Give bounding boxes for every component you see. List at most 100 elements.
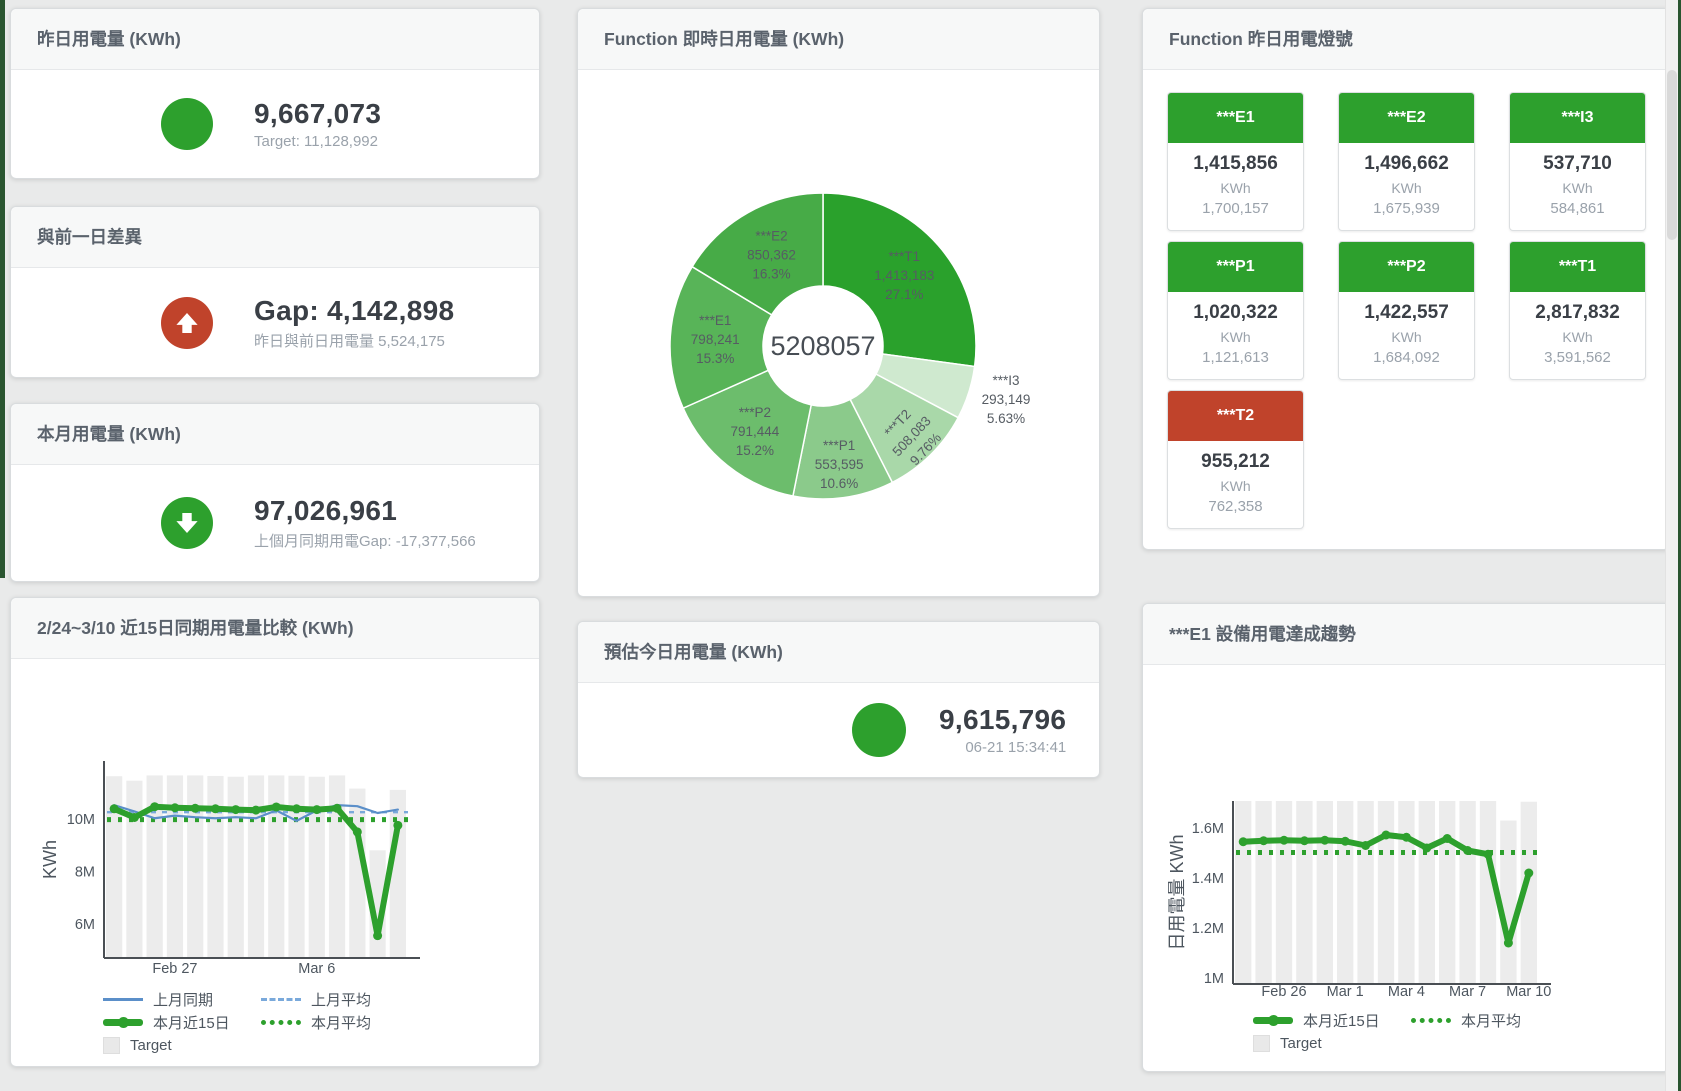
month-down-arrow-icon <box>161 497 213 549</box>
target-box-swatch-icon <box>1253 1035 1270 1052</box>
panel-realtime-donut: Function 即時日用電量 (KWh) ***T1 1,413,183 27.1… <box>577 8 1100 597</box>
light-card-e1: ***E1 1,415,856 KWh 1,700,157 <box>1167 92 1304 231</box>
right-edge-strip <box>1678 0 1681 1091</box>
svg-text:***P1: ***P1 <box>823 438 855 453</box>
stat-value: Gap: 4,142,898 <box>254 294 455 326</box>
svg-text:***E1: ***E1 <box>699 313 731 328</box>
panel-15day-compare: 2/24~3/10 近15日同期用電量比較 (KWh) 6M 8M 10M Feb 2… <box>10 597 540 1067</box>
stat-subtitle: 昨日與前日用電量 5,524,175 <box>254 332 445 350</box>
svg-text:5.63%: 5.63% <box>987 411 1025 426</box>
svg-text:1.4M: 1.4M <box>1192 871 1224 887</box>
light-card-header: ***T1 <box>1510 242 1645 292</box>
stat-subtitle: Target: 11,128,992 <box>254 133 378 150</box>
light-card-p2: ***P2 1,422,557 KWh 1,684,092 <box>1338 241 1475 380</box>
svg-text:1,413,183: 1,413,183 <box>874 268 934 283</box>
stat-value: 9,667,073 <box>254 98 382 129</box>
light-card-header: ***P1 <box>1168 242 1303 292</box>
compare-legend: 上月同期 上月平均 本月近15日 本月平均 <box>11 988 539 1057</box>
svg-text:***E2: ***E2 <box>755 229 787 244</box>
svg-text:791,444: 791,444 <box>730 424 779 439</box>
panel-title: 預估今日用電量 (KWh) <box>578 622 1099 683</box>
light-card-p1: ***P1 1,020,322 KWh 1,121,613 <box>1167 241 1304 380</box>
light-card-header: ***E2 <box>1339 93 1474 143</box>
legend-item-target[interactable]: Target <box>1253 1035 1411 1052</box>
scrollbar-track[interactable] <box>1665 0 1678 1091</box>
light-card-i3: ***I3 537,710 KWh 584,861 <box>1509 92 1646 231</box>
green-line-swatch-icon <box>103 1017 143 1028</box>
svg-text:15.2%: 15.2% <box>736 443 774 458</box>
svg-text:1.6M: 1.6M <box>1192 821 1224 837</box>
light-card-header: ***E1 <box>1168 93 1303 143</box>
svg-text:Feb 27: Feb 27 <box>152 961 197 977</box>
status-circle-icon <box>161 98 213 150</box>
svg-text:***P2: ***P2 <box>739 405 771 420</box>
left-edge-strip <box>0 0 5 578</box>
legend-item-last-month-series[interactable]: 上月同期 <box>103 989 261 1010</box>
svg-text:798,241: 798,241 <box>691 332 740 347</box>
panel-prev-day-gap: 與前一日差異 Gap: 4,142,898 昨日與前日用電量 5,524,175 <box>10 206 540 378</box>
legend-item-this-month-avg[interactable]: 本月平均 <box>261 1012 419 1033</box>
panel-title: ***E1 設備用電達成趨勢 <box>1143 604 1669 665</box>
light-card-header: ***P2 <box>1339 242 1474 292</box>
svg-text:Feb 26: Feb 26 <box>1261 984 1306 1000</box>
svg-text:293,149: 293,149 <box>982 392 1031 407</box>
panel-yesterday-lights: Function 昨日用電燈號 ***E1 1,415,856 KWh 1,70… <box>1142 8 1670 550</box>
svg-text:1M: 1M <box>1204 971 1224 987</box>
realtime-usage-donut-chart[interactable]: ***T11,413,18327.1%***I3293,1495.63%***T… <box>578 69 1097 594</box>
legend-item-this-month-series[interactable]: 本月近15日 <box>103 1012 261 1033</box>
svg-text:Mar 7: Mar 7 <box>1449 984 1486 1000</box>
svg-text:8M: 8M <box>75 864 95 880</box>
svg-text:6M: 6M <box>75 917 95 933</box>
panel-month-usage: 本月用電量 (KWh) 97,026,961 上個月同期用電Gap: -17,3… <box>10 403 540 582</box>
svg-text:15.3%: 15.3% <box>696 351 734 366</box>
svg-text:553,595: 553,595 <box>815 457 864 472</box>
svg-text:850,362: 850,362 <box>747 248 796 263</box>
compare-line-chart[interactable]: 6M 8M 10M Feb 27 Mar 6 KWh <box>11 658 537 988</box>
blue-dashed-swatch-icon <box>261 998 301 1001</box>
stat-value: 9,615,796 <box>939 704 1067 735</box>
svg-text:5208057: 5208057 <box>770 331 875 361</box>
light-card-header: ***T2 <box>1168 391 1303 441</box>
lights-grid: ***E1 1,415,856 KWh 1,700,157 ***E2 1,49… <box>1143 70 1669 529</box>
light-card-t2: ***T2 955,212 KWh 762,358 <box>1167 390 1304 529</box>
panel-e1-trend: ***E1 設備用電達成趨勢 1M 1.2M 1.4M 1.6M Feb 26 Mar 1… <box>1142 603 1670 1072</box>
legend-item-target[interactable]: Target <box>103 1037 261 1054</box>
svg-text:10M: 10M <box>67 812 95 828</box>
svg-text:Mar 1: Mar 1 <box>1327 984 1364 1000</box>
svg-text:27.1%: 27.1% <box>885 287 923 302</box>
e1-trend-line-chart[interactable]: 1M 1.2M 1.4M 1.6M Feb 26 Mar 1 Mar 4 Mar 7 Mar 1… <box>1143 664 1667 1009</box>
green-dotted-swatch-icon <box>1411 1018 1451 1023</box>
panel-title: 昨日用電量 (KWh) <box>11 9 539 70</box>
svg-text:Mar 6: Mar 6 <box>298 961 335 977</box>
svg-text:Mar 4: Mar 4 <box>1388 984 1425 1000</box>
svg-text:Mar 10: Mar 10 <box>1506 984 1551 1000</box>
light-card-e2: ***E2 1,496,662 KWh 1,675,939 <box>1338 92 1475 231</box>
legend-item-last-month-avg[interactable]: 上月平均 <box>261 989 419 1010</box>
svg-text:1.2M: 1.2M <box>1192 921 1224 937</box>
blue-line-swatch-icon <box>103 998 143 1001</box>
stat-subtitle: 上個月同期用電Gap: -17,377,566 <box>254 533 476 550</box>
trend-legend: 本月近15日 本月平均 Target <box>1143 1009 1669 1055</box>
panel-title: 本月用電量 (KWh) <box>11 404 539 465</box>
green-dotted-swatch-icon <box>261 1020 301 1025</box>
target-box-swatch-icon <box>103 1037 120 1054</box>
panel-yesterday-usage: 昨日用電量 (KWh) 9,667,073 Target: 11,128,992 <box>10 8 540 179</box>
legend-item-this-month-series[interactable]: 本月近15日 <box>1253 1010 1411 1031</box>
panel-title: Function 昨日用電燈號 <box>1143 9 1669 70</box>
panel-title: Function 即時日用電量 (KWh) <box>578 9 1099 70</box>
panel-title: 與前一日差異 <box>11 207 539 268</box>
scrollbar-thumb[interactable] <box>1667 70 1677 240</box>
stat-timestamp: 06-21 15:34:41 <box>965 739 1067 756</box>
svg-text:10.6%: 10.6% <box>820 476 858 491</box>
stat-value: 97,026,961 <box>254 495 398 526</box>
light-card-header: ***I3 <box>1510 93 1645 143</box>
svg-text:日用電量 KWh: 日用電量 KWh <box>1167 834 1187 950</box>
green-line-swatch-icon <box>1253 1015 1293 1026</box>
legend-item-this-month-avg[interactable]: 本月平均 <box>1411 1010 1569 1031</box>
light-card-t1: ***T1 2,817,832 KWh 3,591,562 <box>1509 241 1646 380</box>
estimate-circle-icon <box>852 703 906 757</box>
panel-title: 2/24~3/10 近15日同期用電量比較 (KWh) <box>11 598 539 659</box>
gap-up-arrow-icon <box>161 296 213 349</box>
svg-text:***T1: ***T1 <box>889 249 921 264</box>
